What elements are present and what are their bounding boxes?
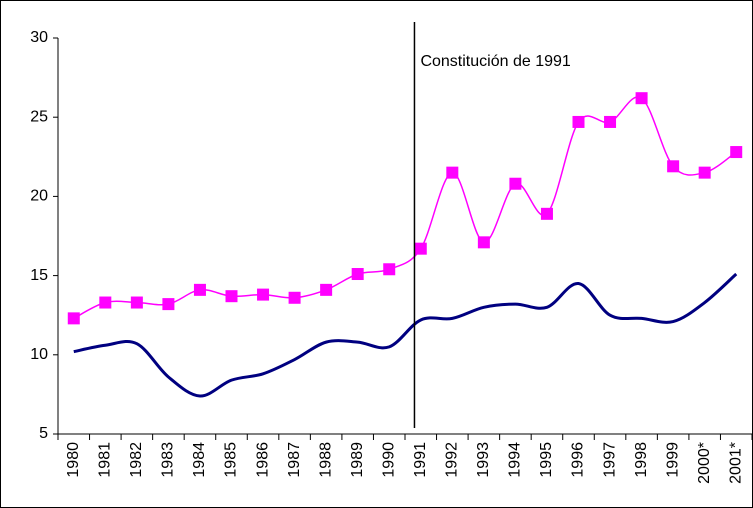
x-tick-label: 1992 [444,442,461,478]
marker [540,207,553,220]
series-line [73,272,738,398]
y-tick-label: 15 [30,267,48,284]
marker [604,115,617,128]
marker [383,263,396,276]
y-tick-label: 10 [30,346,48,363]
x-tick-label: 1998 [633,442,650,478]
marker [446,166,459,179]
annotation-text: Constitución de 1991 [420,53,570,70]
x-tick-label: 1981 [97,442,114,478]
x-tick-label: 1997 [601,442,618,478]
marker [130,296,143,309]
x-tick-label: 1995 [538,442,555,478]
x-tick-label: 2000* [696,442,713,484]
x-tick-label: 1996 [570,442,587,478]
y-tick-label: 20 [30,188,48,205]
marker [162,298,175,311]
y-tick-label: 25 [30,108,48,125]
x-tick-label: 1987 [286,442,303,478]
x-tick-label: 1982 [128,442,145,478]
marker [225,290,238,303]
x-tick-label: 1991 [412,442,429,478]
x-tick-label: 1994 [507,442,524,478]
x-tick-label: 1980 [65,442,82,478]
x-tick-label: 1983 [160,442,177,478]
x-tick-label: 1990 [380,442,397,478]
x-tick-label: 1999 [664,442,681,478]
x-tick-label: 2001* [727,442,744,484]
x-tick-label: 1988 [317,442,334,478]
marker [509,177,522,190]
marker [414,242,427,255]
marker [288,291,301,304]
marker [698,166,711,179]
marker [257,288,270,301]
x-tick-label: 1993 [475,442,492,478]
marker [320,283,333,296]
marker [730,146,743,159]
marker [67,312,80,325]
y-tick-label: 5 [39,425,48,442]
marker [351,268,364,281]
y-tick-label: 30 [30,29,48,46]
marker [667,160,680,173]
marker [572,115,585,128]
marker [193,283,206,296]
x-tick-label: 1985 [223,442,240,478]
x-tick-label: 1989 [349,442,366,478]
x-tick-label: 1984 [191,442,208,478]
x-tick-label: 1986 [254,442,271,478]
marker [99,296,112,309]
marker [477,236,490,249]
marker [635,92,648,105]
